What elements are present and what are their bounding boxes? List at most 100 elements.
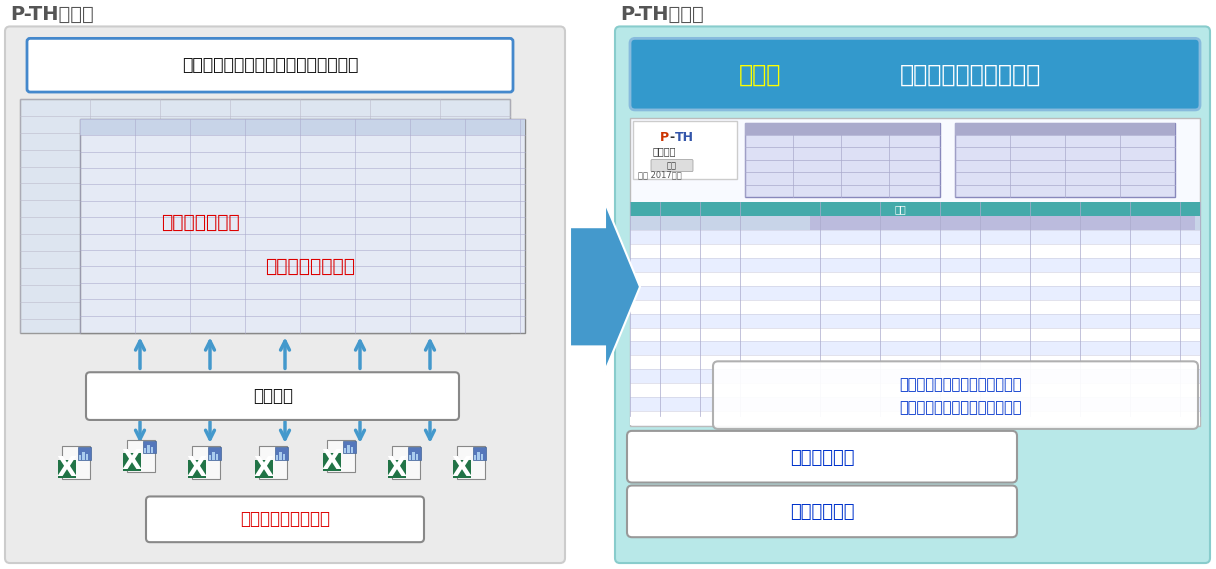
Text: 締切ギリギリで提出: 締切ギリギリで提出 — [240, 510, 330, 528]
FancyBboxPatch shape — [454, 460, 471, 477]
Text: 転記ミスのリスク: 転記ミスのリスク — [265, 257, 355, 277]
Text: 集計表: 集計表 — [739, 63, 781, 87]
FancyBboxPatch shape — [255, 460, 272, 477]
FancyBboxPatch shape — [630, 411, 1200, 425]
FancyBboxPatch shape — [80, 119, 525, 135]
FancyBboxPatch shape — [630, 203, 1200, 216]
FancyBboxPatch shape — [480, 454, 483, 460]
Text: X: X — [57, 456, 77, 483]
FancyBboxPatch shape — [208, 447, 220, 460]
FancyBboxPatch shape — [627, 485, 1017, 537]
FancyBboxPatch shape — [630, 383, 1200, 397]
FancyBboxPatch shape — [745, 123, 940, 197]
FancyBboxPatch shape — [713, 361, 1198, 429]
FancyBboxPatch shape — [209, 455, 212, 460]
FancyBboxPatch shape — [630, 356, 1200, 369]
FancyBboxPatch shape — [216, 454, 218, 460]
Text: P-TH導入後: P-TH導入後 — [620, 5, 704, 23]
FancyBboxPatch shape — [275, 447, 288, 460]
FancyBboxPatch shape — [810, 216, 1195, 230]
Text: X: X — [387, 456, 407, 483]
FancyBboxPatch shape — [348, 445, 350, 453]
FancyBboxPatch shape — [630, 286, 1200, 300]
Text: 転記作業: 転記作業 — [253, 387, 293, 405]
FancyBboxPatch shape — [630, 397, 1200, 411]
FancyBboxPatch shape — [128, 439, 154, 472]
FancyBboxPatch shape — [630, 38, 1200, 110]
Text: P: P — [660, 131, 669, 144]
FancyBboxPatch shape — [344, 448, 347, 453]
Text: をボタン１つで即作成: をボタン１つで即作成 — [900, 63, 1041, 87]
Text: 作業時間削減: 作業時間削減 — [789, 449, 855, 467]
FancyBboxPatch shape — [392, 447, 420, 479]
FancyBboxPatch shape — [151, 447, 153, 453]
FancyBboxPatch shape — [19, 99, 510, 332]
FancyBboxPatch shape — [27, 38, 513, 92]
FancyBboxPatch shape — [407, 447, 421, 460]
Text: 集計作業の手間: 集計作業の手間 — [161, 213, 240, 232]
FancyBboxPatch shape — [142, 440, 156, 453]
FancyBboxPatch shape — [630, 328, 1200, 341]
FancyBboxPatch shape — [745, 123, 940, 135]
FancyBboxPatch shape — [213, 452, 215, 460]
FancyBboxPatch shape — [192, 447, 220, 479]
FancyBboxPatch shape — [283, 454, 286, 460]
Text: ・登録されたら即時データ反映: ・登録されたら即時データ反映 — [899, 401, 1021, 415]
Text: 集計表や評価会議資料を手作業で作成: 集計表や評価会議資料を手作業で作成 — [182, 56, 359, 74]
FancyBboxPatch shape — [630, 314, 1200, 328]
FancyBboxPatch shape — [630, 258, 1200, 272]
Polygon shape — [570, 203, 640, 371]
FancyBboxPatch shape — [123, 453, 141, 471]
Text: X: X — [452, 456, 472, 483]
Text: X: X — [322, 450, 342, 476]
FancyBboxPatch shape — [280, 452, 282, 460]
FancyBboxPatch shape — [634, 121, 737, 179]
FancyBboxPatch shape — [615, 26, 1210, 563]
FancyBboxPatch shape — [58, 460, 75, 477]
Text: X: X — [122, 450, 142, 476]
FancyBboxPatch shape — [416, 454, 418, 460]
FancyBboxPatch shape — [86, 454, 89, 460]
FancyBboxPatch shape — [78, 447, 91, 460]
FancyBboxPatch shape — [5, 26, 565, 563]
FancyBboxPatch shape — [83, 452, 85, 460]
FancyBboxPatch shape — [188, 460, 206, 477]
FancyBboxPatch shape — [143, 448, 146, 453]
Text: TH: TH — [675, 131, 694, 144]
FancyBboxPatch shape — [627, 431, 1017, 483]
FancyBboxPatch shape — [276, 455, 278, 460]
FancyBboxPatch shape — [955, 123, 1175, 197]
FancyBboxPatch shape — [630, 230, 1200, 244]
FancyBboxPatch shape — [955, 123, 1175, 135]
Text: X: X — [187, 456, 207, 483]
Text: 期間 2017年度: 期間 2017年度 — [638, 171, 682, 179]
FancyBboxPatch shape — [80, 119, 525, 332]
Text: ・提出締切前に進捗状況を把握: ・提出締切前に進捗状況を把握 — [899, 377, 1021, 391]
FancyBboxPatch shape — [147, 445, 150, 453]
Text: 上期: 上期 — [894, 204, 906, 215]
FancyBboxPatch shape — [474, 455, 477, 460]
FancyBboxPatch shape — [409, 455, 411, 460]
FancyBboxPatch shape — [79, 455, 81, 460]
FancyBboxPatch shape — [473, 447, 485, 460]
FancyBboxPatch shape — [630, 369, 1200, 383]
FancyBboxPatch shape — [630, 300, 1200, 314]
FancyBboxPatch shape — [630, 341, 1200, 356]
FancyBboxPatch shape — [86, 372, 458, 420]
Text: 転記ミス削減: 転記ミス削減 — [789, 504, 855, 521]
Text: P-TH導入前: P-TH導入前 — [10, 5, 94, 23]
FancyBboxPatch shape — [351, 447, 354, 453]
Text: 評価一覧: 評価一覧 — [653, 147, 676, 156]
FancyBboxPatch shape — [259, 447, 287, 479]
FancyBboxPatch shape — [457, 447, 485, 479]
FancyBboxPatch shape — [651, 160, 693, 171]
FancyBboxPatch shape — [323, 453, 340, 471]
FancyBboxPatch shape — [412, 452, 415, 460]
FancyBboxPatch shape — [62, 447, 90, 479]
Text: X: X — [254, 456, 274, 483]
FancyBboxPatch shape — [388, 460, 406, 477]
FancyBboxPatch shape — [478, 452, 480, 460]
FancyBboxPatch shape — [630, 272, 1200, 286]
FancyBboxPatch shape — [630, 216, 1200, 230]
FancyBboxPatch shape — [630, 118, 1200, 426]
